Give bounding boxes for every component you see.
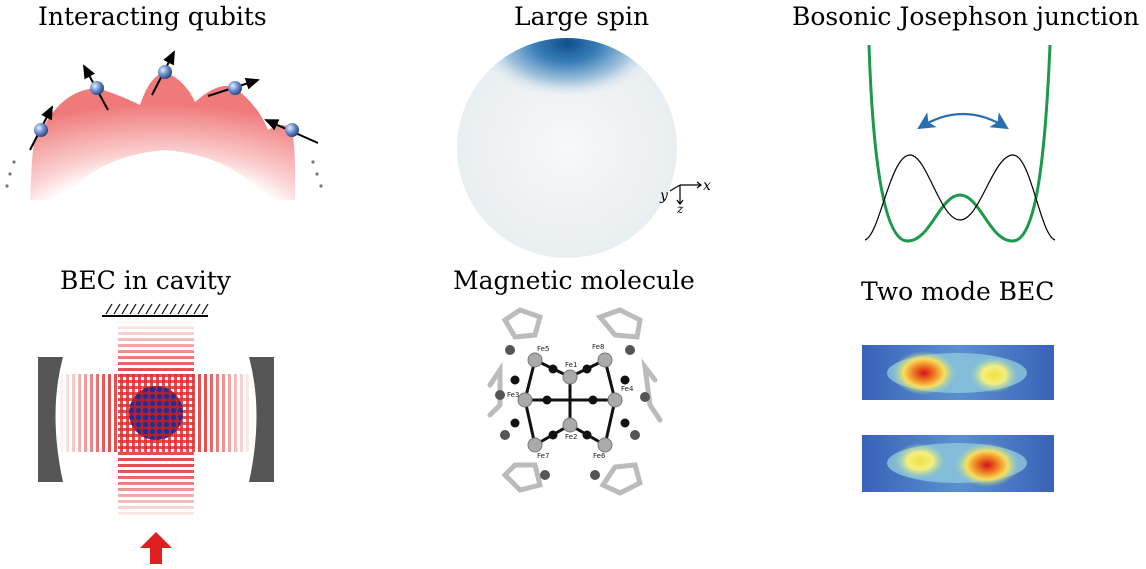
atom-label-fe8: Fe8 bbox=[592, 343, 604, 351]
axis-y-label: y bbox=[659, 188, 669, 204]
axis-z-label: z bbox=[676, 202, 684, 216]
cavity-title: BEC in cavity bbox=[60, 266, 231, 295]
double-well-potential bbox=[869, 45, 1050, 241]
molecule-title: Magnetic molecule bbox=[453, 266, 695, 295]
spin-density-cap bbox=[457, 38, 677, 258]
atom-label-fe4: Fe4 bbox=[621, 385, 634, 393]
spin-title: Large spin bbox=[514, 2, 649, 31]
qubits-diagram bbox=[0, 50, 340, 220]
mirror-hatch-top bbox=[102, 304, 208, 316]
qubit-right-dots bbox=[311, 160, 322, 187]
cavity-diagram bbox=[30, 302, 300, 567]
spin-sphere-diagram: x y z bbox=[455, 38, 725, 263]
atom-label-fe2: Fe2 bbox=[565, 433, 577, 441]
qubit-arc bbox=[30, 72, 295, 200]
bec-image-bottom bbox=[862, 435, 1054, 492]
bec-image-top bbox=[862, 345, 1054, 400]
bec-cloud bbox=[129, 386, 183, 440]
tunneling-arrow bbox=[919, 114, 1007, 128]
molecule-diagram: Fe5 Fe1 Fe8 Fe3 Fe4 Fe2 Fe7 Fe6 bbox=[485, 305, 665, 500]
qubits-title: Interacting qubits bbox=[38, 2, 267, 31]
atom-label-fe6: Fe6 bbox=[593, 452, 606, 460]
axis-x-label: x bbox=[703, 178, 711, 194]
axes-icon bbox=[670, 182, 701, 204]
atom-label-fe3: Fe3 bbox=[507, 391, 519, 399]
atom-label-fe1: Fe1 bbox=[565, 361, 577, 369]
qubit-left-dots bbox=[5, 160, 15, 187]
twomode-title: Two mode BEC bbox=[861, 277, 1054, 306]
pump-laser-arrow-icon bbox=[140, 532, 172, 564]
atom-label-fe7: Fe7 bbox=[537, 452, 549, 460]
atom-label-fe5: Fe5 bbox=[537, 345, 549, 353]
twomode-images bbox=[862, 345, 1054, 495]
bjj-title: Bosonic Josephson junction bbox=[792, 2, 1139, 31]
bjj-diagram bbox=[855, 45, 1065, 250]
